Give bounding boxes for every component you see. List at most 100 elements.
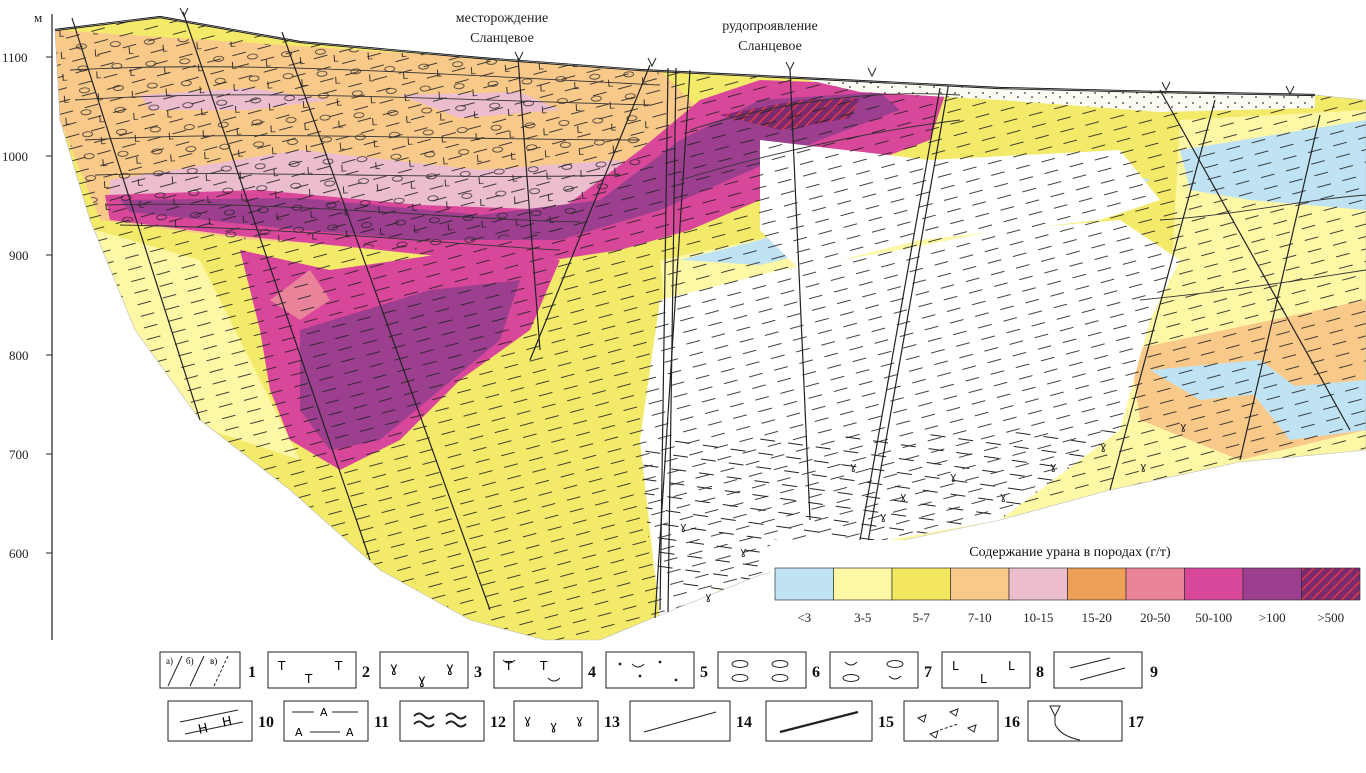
- legend-label: 50-100: [1195, 610, 1232, 625]
- key-item-6: 6: [717, 651, 820, 689]
- svg-text:ɣ: ɣ: [850, 460, 857, 473]
- legend-swatch: [1242, 567, 1302, 601]
- key-num-7: 7: [924, 664, 932, 681]
- svg-text:ɣ: ɣ: [446, 661, 454, 676]
- legend-label: 3-5: [854, 610, 871, 625]
- key-num-6: 6: [812, 664, 820, 681]
- key-item-16: 16: [903, 700, 1020, 742]
- key-item-11: A A A 11: [283, 700, 389, 742]
- uranium-legend-title: Содержание урана в породах (г/т): [969, 545, 1171, 560]
- svg-text:ɣ: ɣ: [390, 661, 398, 676]
- svg-text:ɣ: ɣ: [880, 510, 887, 523]
- key-num-15: 15: [878, 714, 894, 731]
- key-num-17: 17: [1128, 714, 1144, 731]
- legend-label: 5-7: [913, 610, 931, 625]
- key-num-2: 2: [362, 664, 370, 681]
- tick-1000: 1000: [2, 149, 28, 164]
- legend-swatch: [833, 567, 893, 601]
- svg-text:A: A: [295, 726, 303, 739]
- legend-swatch: [1125, 567, 1185, 601]
- svg-text:A: A: [346, 726, 354, 739]
- legend-swatch: [1008, 567, 1068, 601]
- key-num-12: 12: [490, 714, 506, 731]
- deposit-label-line2: Сланцевое: [470, 31, 534, 46]
- svg-text:ɣ: ɣ: [1000, 490, 1007, 503]
- svg-text:A: A: [320, 706, 328, 719]
- legend-swatch: [1067, 567, 1127, 601]
- svg-text:T: T: [539, 659, 548, 673]
- axis-unit: м: [34, 10, 42, 25]
- occurrence-label-line2: Сланцевое: [738, 39, 802, 54]
- svg-text:T: T: [504, 659, 513, 673]
- key-num-1: 1: [248, 664, 256, 681]
- key-num-14: 14: [736, 714, 752, 731]
- legend-label: 10-15: [1023, 610, 1053, 625]
- tick-700: 700: [9, 447, 29, 462]
- key-sublabel-a: а): [166, 656, 173, 666]
- cover-dots: [800, 78, 1315, 112]
- uranium-legend: Содержание урана в породах (г/т) <3 3-5 5-…: [770, 540, 1361, 625]
- svg-text:ɣ: ɣ: [1100, 440, 1107, 453]
- section-outline: [54, 16, 1366, 641]
- occurrence-label: рудопроявление Сланцевое: [722, 19, 818, 54]
- key-item-4: T T 4: [493, 651, 596, 689]
- tick-1100: 1100: [2, 50, 28, 65]
- svg-text:ɣ: ɣ: [680, 520, 687, 533]
- legend-swatch: [1301, 567, 1361, 601]
- elevation-axis: м 1100 1000 900 800 700 600: [2, 10, 53, 640]
- key-num-4: 4: [588, 664, 596, 681]
- svg-text:ɣ: ɣ: [950, 470, 957, 483]
- legend-label: >500: [1317, 610, 1344, 625]
- key-item-7: 7: [829, 651, 932, 689]
- key-item-5: 5: [605, 651, 708, 689]
- svg-text:L: L: [952, 659, 959, 673]
- key-item-12: 12: [399, 700, 506, 742]
- key-num-3: 3: [474, 664, 482, 681]
- legend-label: 15-20: [1082, 610, 1112, 625]
- legend-label: <3: [797, 610, 811, 625]
- key-item-2: T T T 2: [267, 651, 370, 689]
- key-num-10: 10: [258, 714, 274, 731]
- symbol-key: а) б) в) 1 T T T 2 ɣ ɣ ɣ 3 T T 4: [159, 651, 1158, 742]
- svg-text:ɣ: ɣ: [900, 490, 907, 503]
- key-num-13: 13: [604, 714, 620, 731]
- key-num-8: 8: [1036, 664, 1044, 681]
- legend-swatch: [891, 567, 951, 601]
- key-num-5: 5: [700, 664, 708, 681]
- fault-markers: [179, 7, 1295, 96]
- key-item-15: 15: [765, 700, 894, 742]
- key-item-3: ɣ ɣ ɣ 3: [379, 651, 482, 689]
- svg-text:ɣ: ɣ: [524, 713, 531, 727]
- svg-text:T: T: [304, 672, 313, 686]
- svg-text:ɣ: ɣ: [418, 673, 426, 688]
- tick-900: 900: [9, 248, 29, 263]
- legend-swatches: [774, 567, 1361, 601]
- svg-text:L: L: [1008, 659, 1015, 673]
- svg-text:ɣ: ɣ: [1180, 420, 1187, 433]
- deposit-label-line1: месторождение: [456, 11, 548, 26]
- legend-labels: <3 3-5 5-7 7-10 10-15 15-20 20-50 50-100 >100 >50…: [797, 610, 1344, 625]
- key-item-13: ɣ ɣ ɣ 13: [513, 700, 620, 742]
- key-item-10: H H 10: [167, 700, 274, 742]
- key-item-17: 17: [1027, 700, 1144, 742]
- layer-boundaries: [69, 66, 1366, 301]
- svg-text:ɣ: ɣ: [550, 719, 557, 733]
- legend-label: >100: [1259, 610, 1286, 625]
- key-num-16: 16: [1004, 714, 1020, 731]
- svg-text:T: T: [277, 659, 286, 673]
- legend-swatch: [774, 567, 834, 601]
- svg-text:T: T: [334, 659, 343, 673]
- key-item-9: 9: [1053, 651, 1158, 689]
- legend-swatch: [950, 567, 1010, 601]
- key-item-14: 14: [629, 700, 752, 742]
- svg-text:H: H: [197, 721, 210, 738]
- svg-text:L: L: [980, 672, 987, 686]
- tick-800: 800: [9, 348, 29, 363]
- legend-swatch: [1184, 567, 1244, 601]
- svg-text:ɣ: ɣ: [705, 590, 712, 603]
- key-item-8: L L L 8: [941, 651, 1044, 689]
- svg-text:H: H: [221, 714, 234, 731]
- faults: [71, 11, 1351, 619]
- legend-label: 7-10: [968, 610, 992, 625]
